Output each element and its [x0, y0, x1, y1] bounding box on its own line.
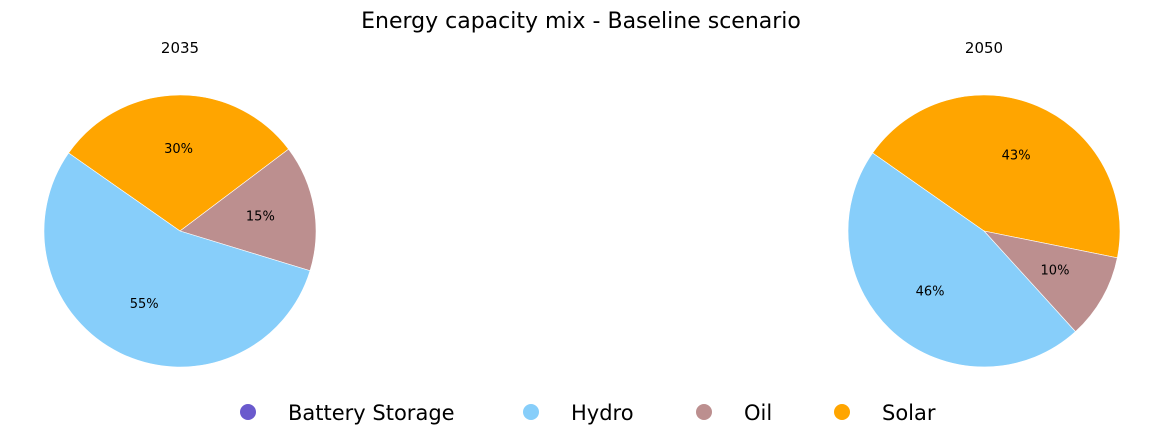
pie-slice-2050-oil	[983, 230, 1118, 333]
legend-label-battery-storage: Battery Storage	[288, 401, 455, 425]
chart-title: Energy capacity mix - Baseline scenario	[361, 9, 801, 34]
legend-label-solar: Solar	[882, 401, 936, 425]
pie-label-2035-hydro: 55%	[130, 297, 159, 312]
legend-marker-hydro	[523, 404, 539, 420]
legend-marker-oil	[696, 404, 712, 420]
pie-label-2050-solar: 43%	[1002, 148, 1031, 163]
legend-label-oil: Oil	[744, 401, 772, 425]
pie-slice-2050-solar	[872, 94, 1121, 259]
pie-label-2035-oil: 15%	[246, 209, 275, 224]
pie-title-2050: 2050	[965, 39, 1003, 57]
pie-slice-2035-oil	[179, 148, 317, 272]
pie-2050: 2050 46% 10% 43%	[847, 39, 1121, 368]
pie-label-2050-hydro: 46%	[916, 285, 945, 300]
pie-slice-2050-hydro	[847, 152, 1076, 368]
legend-label-hydro: Hydro	[571, 401, 634, 425]
legend: Battery Storage Hydro Oil Solar	[240, 401, 936, 425]
pie-label-2035-solar: 30%	[164, 142, 193, 157]
legend-marker-solar	[834, 404, 850, 420]
pie-slice-2035-solar	[68, 94, 290, 232]
pie-2035: 2035 55% 15% 30%	[43, 39, 317, 368]
pie-title-2035: 2035	[161, 39, 199, 57]
pie-label-2050-oil: 10%	[1041, 264, 1070, 279]
pie-slice-2035-hydro	[43, 152, 311, 368]
legend-marker-battery-storage	[240, 404, 256, 420]
